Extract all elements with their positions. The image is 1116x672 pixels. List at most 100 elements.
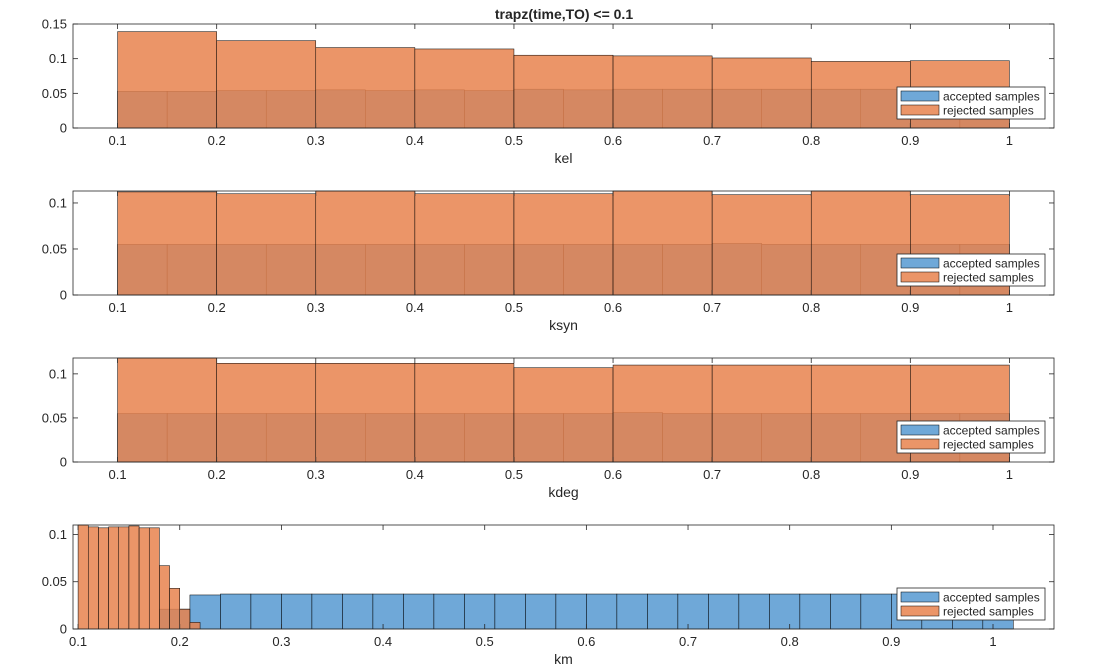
rejected-bar bbox=[128, 525, 140, 630]
rejected-bar bbox=[138, 527, 150, 630]
x-tick-label: 1 bbox=[989, 634, 996, 649]
legend-entry-label: rejected samples bbox=[943, 104, 1034, 118]
x-tick-label: 0.6 bbox=[604, 467, 622, 482]
accepted-bar bbox=[372, 593, 404, 630]
rejected-bar bbox=[513, 54, 614, 129]
rejected-bar bbox=[189, 622, 201, 630]
x-tick-label: 0.5 bbox=[476, 634, 494, 649]
axes-box bbox=[72, 357, 1055, 463]
y-tick-label: 0.1 bbox=[49, 195, 67, 210]
y-tick-label: 0.1 bbox=[49, 51, 67, 66]
x-axis-label: km bbox=[554, 651, 573, 667]
x-tick-label: 0.3 bbox=[307, 300, 325, 315]
subplot-ksyn: 0.1 0.2 0.3 0.4 0.5 0.6 0.7 0.8 0.9 1 0 0.05 0.1 ksyn… bbox=[42, 190, 1055, 333]
legend-swatch bbox=[900, 104, 940, 116]
x-tick-label: 0.1 bbox=[109, 133, 127, 148]
axes-box bbox=[72, 190, 1055, 296]
rejected-bar bbox=[179, 608, 191, 630]
accepted-bar bbox=[830, 593, 862, 630]
x-tick-label: 0.3 bbox=[307, 467, 325, 482]
y-tick-label: 0.05 bbox=[42, 410, 67, 425]
x-tick-label: 0.8 bbox=[802, 467, 820, 482]
figure-title: trapz(time,TO) <= 0.1 bbox=[495, 6, 633, 22]
legend-swatch bbox=[900, 424, 940, 436]
legend-entry-label: rejected samples bbox=[943, 271, 1034, 285]
rejected-bar bbox=[414, 193, 515, 296]
x-tick-label: 0.9 bbox=[901, 133, 919, 148]
legend-swatch bbox=[900, 438, 940, 450]
rejected-bar bbox=[108, 526, 119, 630]
x-axis-label: ksyn bbox=[549, 317, 578, 333]
x-tick-label: 0.2 bbox=[208, 133, 226, 148]
x-tick-label: 0.7 bbox=[703, 300, 721, 315]
x-tick-label: 0.6 bbox=[577, 634, 595, 649]
y-tick-label: 0 bbox=[60, 288, 67, 303]
rejected-bar bbox=[612, 55, 713, 129]
accepted-bar bbox=[494, 593, 526, 630]
x-tick-label: 1 bbox=[1006, 133, 1013, 148]
legend-entry-label: accepted samples bbox=[943, 90, 1040, 104]
rejected-bar bbox=[513, 367, 614, 463]
x-tick-label: 0.5 bbox=[505, 300, 523, 315]
legend-swatch bbox=[900, 90, 940, 102]
x-tick-label: 0.1 bbox=[109, 300, 127, 315]
rejected-bar bbox=[315, 47, 416, 129]
x-axis-label: kdeg bbox=[548, 484, 578, 500]
accepted-bar bbox=[769, 593, 801, 630]
rejected-bar bbox=[117, 357, 217, 463]
accepted-bar bbox=[342, 593, 374, 630]
accepted-bar bbox=[860, 593, 892, 630]
accepted-bar bbox=[464, 593, 496, 630]
x-tick-label: 0.2 bbox=[171, 634, 189, 649]
legend-swatch bbox=[900, 271, 940, 283]
rejected-bar bbox=[148, 527, 160, 630]
subplot-kdeg: 0.1 0.2 0.3 0.4 0.5 0.6 0.7 0.8 0.9 1 0 0.05 0.1 kdeg… bbox=[42, 357, 1055, 500]
rejected-bar bbox=[414, 363, 515, 463]
y-tick-label: 0 bbox=[60, 121, 67, 136]
x-tick-label: 0.8 bbox=[802, 133, 820, 148]
y-tick-label: 0 bbox=[60, 622, 67, 637]
x-tick-label: 0.1 bbox=[69, 634, 87, 649]
x-tick-label: 0.9 bbox=[882, 634, 900, 649]
accepted-bar bbox=[433, 593, 465, 630]
x-tick-label: 1 bbox=[1006, 300, 1013, 315]
rejected-bar bbox=[315, 363, 416, 463]
x-tick-label: 0.6 bbox=[604, 133, 622, 148]
x-tick-label: 0.6 bbox=[604, 300, 622, 315]
rejected-bar bbox=[216, 363, 317, 463]
y-tick-label: 0.05 bbox=[42, 86, 67, 101]
rejected-bar bbox=[216, 40, 317, 129]
rejected-bar bbox=[77, 524, 89, 630]
x-tick-label: 0.9 bbox=[901, 300, 919, 315]
x-tick-label: 0.5 bbox=[505, 133, 523, 148]
x-tick-label: 0.8 bbox=[802, 300, 820, 315]
accepted-bar bbox=[677, 593, 709, 630]
rejected-bar bbox=[711, 194, 812, 296]
legend-swatch bbox=[900, 591, 940, 603]
x-tick-label: 0.4 bbox=[406, 133, 424, 148]
axes-box bbox=[72, 23, 1055, 129]
accepted-bar bbox=[738, 593, 770, 630]
accepted-bar bbox=[525, 593, 557, 630]
x-tick-label: 1 bbox=[1006, 467, 1013, 482]
legend-entry-label: accepted samples bbox=[943, 424, 1040, 438]
legend-entry-label: rejected samples bbox=[943, 605, 1034, 619]
y-tick-label: 0.05 bbox=[42, 574, 67, 589]
x-tick-label: 0.3 bbox=[272, 634, 290, 649]
rejected-bar bbox=[118, 526, 130, 630]
accepted-bar bbox=[250, 593, 282, 630]
legend-swatch bbox=[900, 605, 940, 617]
x-axis-label: kel bbox=[555, 150, 573, 166]
accepted-bar bbox=[799, 593, 831, 630]
rejected-bar bbox=[414, 48, 515, 129]
subplot-km: 0.1 0.2 0.3 0.4 0.5 0.6 0.7 0.8 0.9 1 0 0.05 0.1 km ac… bbox=[42, 524, 1055, 667]
y-tick-label: 0.05 bbox=[42, 241, 67, 256]
rejected-bar bbox=[612, 364, 713, 463]
x-tick-label: 0.4 bbox=[406, 467, 424, 482]
accepted-bar bbox=[220, 593, 252, 630]
rejected-bar bbox=[810, 61, 911, 129]
y-tick-label: 0.1 bbox=[49, 366, 67, 381]
